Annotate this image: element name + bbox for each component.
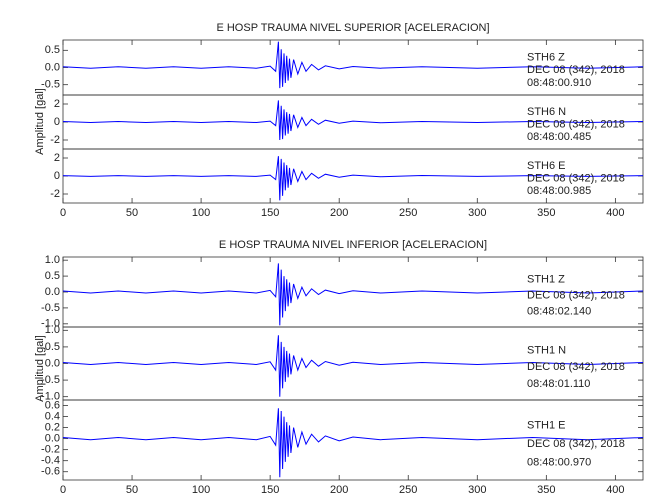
waveform xyxy=(62,41,644,89)
trace-time: 08:48:01.110 xyxy=(527,378,590,390)
x-tick-label: 400 xyxy=(606,484,624,496)
x-tick-label: 0 xyxy=(60,207,66,219)
trace-station: STH1 N xyxy=(527,344,566,356)
y-tick-label: 2 xyxy=(54,98,60,110)
y-tick-label: 0.4 xyxy=(45,410,60,422)
y-tick-label: 0.6 xyxy=(45,399,60,411)
x-tick-label: 350 xyxy=(537,207,555,219)
x-tick-label: 100 xyxy=(192,207,210,219)
trace-date: DEC 08 (342), 2018 xyxy=(527,361,625,373)
waveform xyxy=(62,100,644,141)
y-tick-label: 1.0 xyxy=(45,254,60,266)
y-tick-label: 0.0 xyxy=(45,433,60,445)
y-tick-label: -0.5 xyxy=(41,374,60,386)
trace-date: DEC 08 (342), 2018 xyxy=(527,289,625,301)
chart-title: E HOSP TRAUMA NIVEL SUPERIOR [ACELERACIO… xyxy=(216,22,489,34)
y-axis-label: Amplitud [gal] xyxy=(34,88,46,155)
waveform xyxy=(62,263,644,326)
trace-station: STH6 E xyxy=(527,160,566,172)
x-tick-label: 250 xyxy=(399,484,417,496)
trace-date: DEC 08 (342), 2018 xyxy=(527,173,625,185)
panel-frame xyxy=(62,399,644,481)
trace-time: 08:48:00.485 xyxy=(527,131,591,143)
trace-date: DEC 08 (342), 2018 xyxy=(527,438,625,450)
y-tick-label: 0 xyxy=(54,116,60,128)
y-tick-label: 0.5 xyxy=(45,341,60,353)
trace-time: 08:48:00.970 xyxy=(527,456,591,468)
y-tick-label: 0.0 xyxy=(45,286,60,298)
trace-time: 08:48:02.140 xyxy=(527,306,591,318)
x-tick-label: 100 xyxy=(192,484,210,496)
x-tick-label: 250 xyxy=(399,207,417,219)
y-tick-label: 0 xyxy=(54,170,60,182)
y-tick-label: 0.0 xyxy=(45,61,60,73)
y-tick-label: 2 xyxy=(54,152,60,164)
y-tick-label: 0.2 xyxy=(45,421,60,433)
x-tick-label: 50 xyxy=(126,484,138,496)
y-tick-label: 0.0 xyxy=(45,357,60,369)
trace-station: STH6 N xyxy=(527,106,566,118)
x-tick-label: 300 xyxy=(468,484,486,496)
x-tick-label: 0 xyxy=(60,484,66,496)
y-tick-label: -0.5 xyxy=(41,79,60,91)
x-tick-label: 200 xyxy=(330,207,348,219)
y-tick-label: -2 xyxy=(50,188,60,200)
y-tick-label: 0.5 xyxy=(45,270,60,282)
trace-date: DEC 08 (342), 2018 xyxy=(527,119,625,131)
x-tick-label: 350 xyxy=(537,484,555,496)
y-tick-label: -0.6 xyxy=(41,466,60,478)
waveform xyxy=(62,156,644,201)
y-tick-label: -1.0 xyxy=(41,318,60,330)
x-tick-label: 150 xyxy=(261,484,279,496)
y-tick-label: -0.4 xyxy=(41,455,60,467)
x-tick-label: 300 xyxy=(468,207,486,219)
waveform xyxy=(62,408,644,478)
y-tick-label: 0.5 xyxy=(45,44,60,56)
chart-title: E HOSP TRAUMA NIVEL INFERIOR [ACELERACIO… xyxy=(219,239,487,251)
trace-station: STH1 E xyxy=(527,420,566,432)
trace-time: 08:48:00.985 xyxy=(527,185,591,197)
y-tick-label: -1.0 xyxy=(41,391,60,403)
x-tick-label: 50 xyxy=(126,207,138,219)
y-axis-label: Amplitud [gal] xyxy=(34,335,46,402)
y-tick-label: -2 xyxy=(50,134,60,146)
y-tick-label: 1.0 xyxy=(45,324,60,336)
x-tick-label: 400 xyxy=(606,207,624,219)
waveform xyxy=(62,335,644,397)
trace-station: STH6 Z xyxy=(527,52,565,64)
y-tick-label: -0.2 xyxy=(41,444,60,456)
x-tick-label: 200 xyxy=(330,484,348,496)
trace-time: 08:48:00.910 xyxy=(527,77,591,89)
trace-station: STH1 Z xyxy=(527,273,565,285)
trace-date: DEC 08 (342), 2018 xyxy=(527,64,625,76)
x-tick-label: 150 xyxy=(261,207,279,219)
y-tick-label: -0.5 xyxy=(41,302,60,314)
